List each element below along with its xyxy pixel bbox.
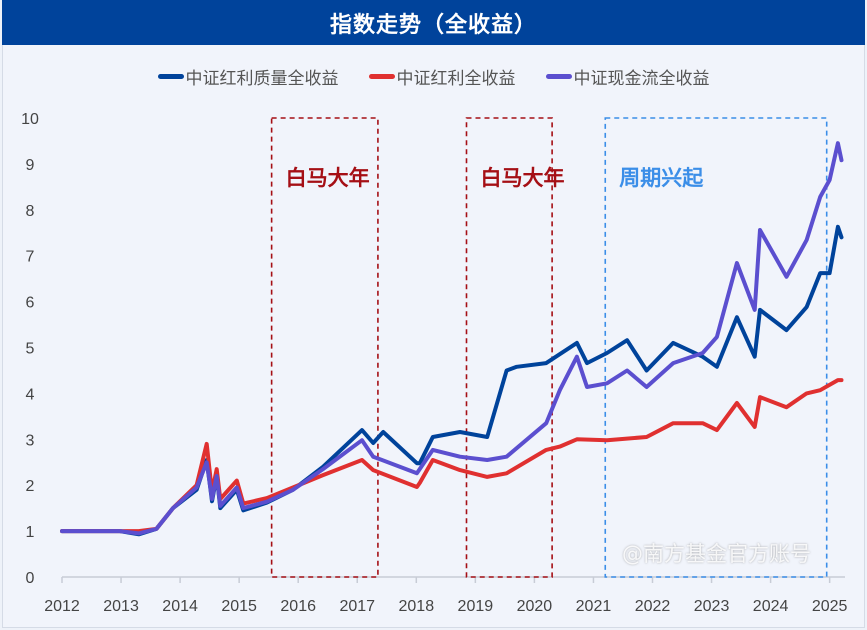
- x-tick-label: 2025: [812, 598, 848, 615]
- series-line: [60, 141, 844, 536]
- y-tick-label: 5: [26, 341, 35, 358]
- y-tick-label: 2: [26, 478, 35, 495]
- legend-label: 中证红利质量全收益: [185, 69, 339, 89]
- x-tick-label: 2020: [517, 598, 553, 615]
- legend-item: 中证红利全收益: [368, 64, 516, 89]
- y-tick-label: 9: [26, 157, 35, 174]
- legend-swatch: [545, 74, 572, 79]
- y-tick-label: 8: [26, 203, 35, 220]
- x-tick-label: 2016: [280, 598, 316, 615]
- era-label: 白马大年: [286, 166, 370, 190]
- x-tick-label: 2015: [221, 598, 257, 615]
- x-tick-label: 2012: [44, 598, 80, 615]
- legend-swatch: [157, 74, 184, 79]
- y-tick-label: 4: [26, 386, 35, 403]
- x-tick-label: 2022: [635, 598, 671, 615]
- y-tick-label: 0: [26, 570, 35, 587]
- x-tick-label: 2019: [458, 598, 494, 615]
- legend-swatch: [368, 74, 395, 79]
- y-tick-label: 7: [26, 249, 35, 266]
- x-tick-label: 2013: [103, 598, 139, 615]
- watermark: @南方基金官方账号: [622, 542, 811, 566]
- era-box: [270, 117, 379, 578]
- y-tick-label: 3: [26, 432, 35, 449]
- y-tick-label: 10: [21, 111, 39, 128]
- era-box: [465, 117, 553, 578]
- legend-label: 中证现金流全收益: [573, 69, 710, 89]
- x-tick-label: 2018: [399, 598, 435, 615]
- series-line: [60, 224, 844, 537]
- chart-title: 指数走势（全收益）: [2, 0, 865, 45]
- legend-label: 中证红利全收益: [396, 69, 516, 89]
- x-tick-label: 2023: [694, 598, 730, 615]
- x-tick-label: 2017: [339, 598, 375, 615]
- x-tick-label: 2014: [162, 598, 198, 615]
- series-line: [60, 378, 844, 534]
- era-label: 周期兴起: [619, 166, 704, 190]
- y-tick-label: 6: [26, 295, 35, 312]
- era-box: [604, 117, 828, 578]
- y-tick-label: 1: [26, 524, 35, 541]
- era-label: 白马大年: [480, 166, 564, 190]
- x-tick-label: 2021: [576, 598, 612, 615]
- legend: 中证红利质量全收益 中证红利全收益 中证现金流全收益: [0, 64, 867, 89]
- x-tick-label: 2024: [753, 598, 789, 615]
- legend-item: 中证红利质量全收益: [157, 64, 339, 89]
- legend-item: 中证现金流全收益: [545, 64, 710, 89]
